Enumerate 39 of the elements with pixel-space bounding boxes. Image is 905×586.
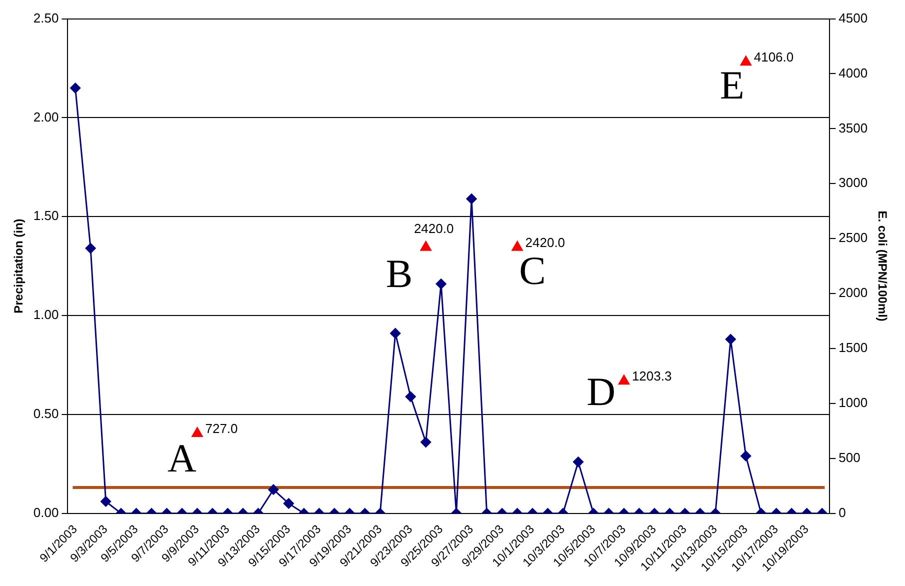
y-tick-label: 2.00 — [33, 109, 59, 124]
annotation: A — [168, 435, 197, 480]
y-tick-label: 2.50 — [33, 10, 59, 26]
point — [618, 374, 630, 385]
annotation: C — [519, 248, 546, 293]
y2-tick-label: 3000 — [838, 175, 868, 190]
y2-tick-label: 1500 — [838, 340, 868, 356]
y2-tick-label: 0 — [838, 504, 846, 520]
data-label: 1203.3 — [632, 368, 672, 384]
point — [725, 334, 736, 345]
y2-tick-label: 2000 — [838, 285, 868, 300]
point — [740, 56, 752, 66]
y-tick-label: 1.50 — [33, 208, 59, 224]
point — [420, 240, 432, 251]
annotation: D — [586, 369, 616, 414]
point — [192, 426, 203, 437]
point — [390, 328, 401, 339]
y-tick-label: 0.50 — [33, 406, 59, 422]
y2-tick-label: 4500 — [838, 10, 868, 26]
point — [466, 194, 477, 204]
y2-tick-label: 4000 — [838, 65, 868, 80]
data-label: 4106.0 — [754, 50, 794, 65]
y2-axis-title: E. coli (MPN/100ml) — [875, 210, 890, 322]
annotation: E — [720, 62, 744, 108]
annotation: B — [386, 250, 413, 296]
point — [85, 243, 96, 254]
data-label: 727.0 — [205, 421, 238, 436]
point — [512, 240, 523, 251]
y2-tick-label: 2500 — [838, 230, 868, 246]
y2-tick-label: 3500 — [838, 120, 868, 136]
point — [436, 278, 446, 290]
point — [405, 391, 416, 402]
data-label: 2420.0 — [414, 220, 454, 236]
y2-tick-label: 1000 — [838, 395, 868, 410]
data-label: 2420.0 — [525, 234, 566, 250]
y-tick-label: 1.00 — [33, 307, 59, 322]
y-axis-title: Precipitation (in) — [12, 218, 26, 314]
y-tick-label: 0.00 — [33, 504, 59, 520]
y2-tick-label: 500 — [838, 450, 860, 465]
